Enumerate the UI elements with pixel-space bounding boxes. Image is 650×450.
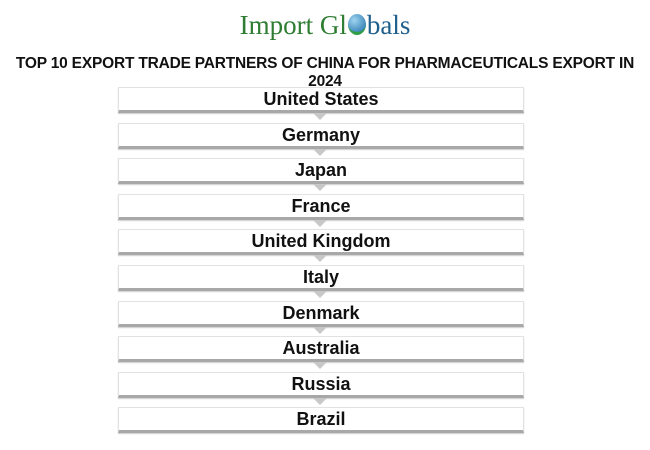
chevron-down-icon [313,291,327,298]
partner-item: Italy [118,265,524,291]
import-globals-logo: Import Gl bals [0,10,650,41]
partner-item: Russia [118,371,524,398]
chevron-down-icon [313,326,327,334]
logo-text-1: Import Gl [239,10,347,40]
partner-item: Japan [118,158,524,185]
chevron-down-icon [313,113,327,120]
chevron-down-icon [313,362,327,370]
partner-item: Brazil [118,407,524,434]
partner-item: Germany [118,122,524,149]
globe-icon [347,14,366,35]
chevron-down-icon [313,397,327,405]
chevron-down-icon [313,219,327,227]
chevron-down-icon [313,184,327,192]
partner-item: Denmark [118,300,524,327]
partner-item: Australia [118,336,524,363]
chevron-down-icon [313,148,327,156]
partner-item: United States [118,87,524,113]
partner-item: United Kingdom [118,229,524,256]
logo-text-2: bals [366,10,411,40]
page-title: TOP 10 EXPORT TRADE PARTNERS OF CHINA FO… [15,55,635,90]
partner-item: France [118,193,524,220]
chevron-down-icon [313,255,327,263]
